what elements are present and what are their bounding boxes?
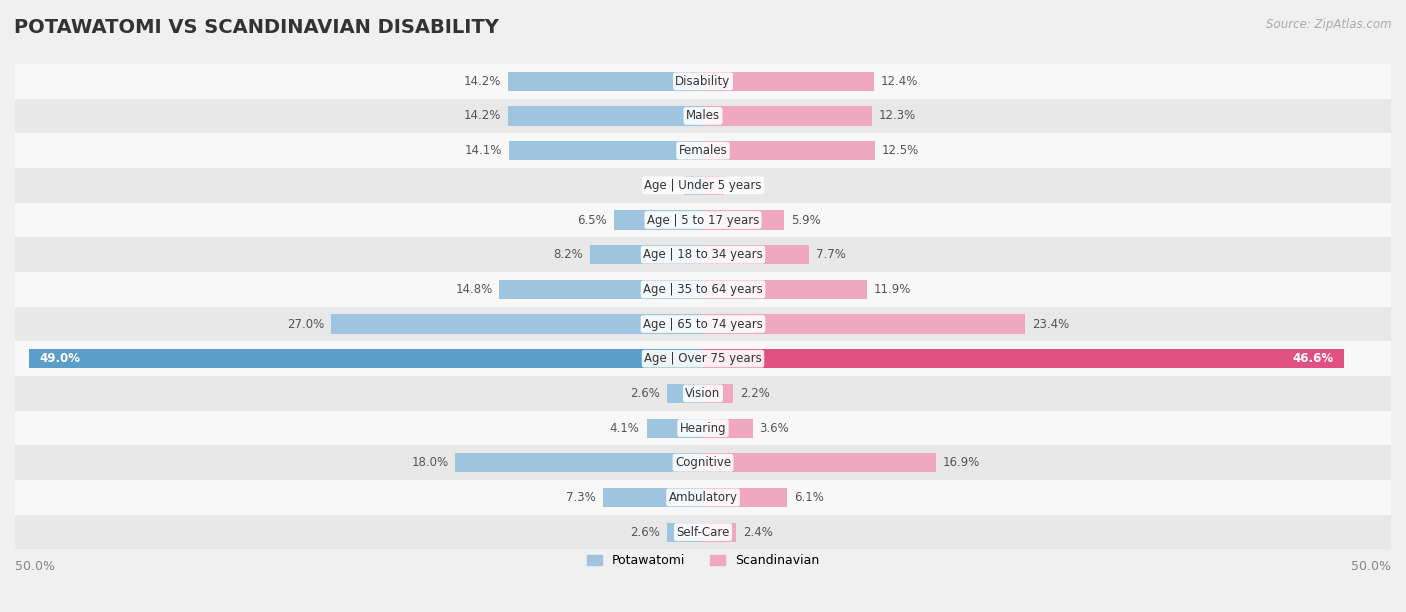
Bar (703, 72, 873, 91)
Bar (499, 280, 703, 299)
Text: Females: Females (679, 144, 727, 157)
Bar (456, 453, 703, 472)
Text: 2.6%: 2.6% (630, 526, 661, 539)
Text: 14.1%: 14.1% (465, 144, 502, 157)
Text: 5.9%: 5.9% (792, 214, 821, 226)
Text: 6.5%: 6.5% (576, 214, 606, 226)
Text: 18.0%: 18.0% (412, 456, 449, 469)
Text: 7.7%: 7.7% (815, 248, 845, 261)
Text: Ambulatory: Ambulatory (668, 491, 738, 504)
Text: Hearing: Hearing (679, 422, 727, 435)
Text: Males: Males (686, 110, 720, 122)
Text: 2.2%: 2.2% (740, 387, 770, 400)
Bar (28, 349, 703, 368)
Bar (15, 341, 1391, 376)
Bar (683, 176, 703, 195)
Text: 6.1%: 6.1% (794, 491, 824, 504)
Bar (703, 211, 785, 230)
Bar (15, 307, 1391, 341)
Text: 49.0%: 49.0% (39, 352, 80, 365)
Bar (703, 488, 787, 507)
Text: Age | 35 to 64 years: Age | 35 to 64 years (643, 283, 763, 296)
Bar (703, 453, 935, 472)
Text: 14.2%: 14.2% (464, 75, 501, 88)
Bar (703, 106, 872, 125)
Bar (15, 515, 1391, 550)
Bar (15, 272, 1391, 307)
Text: Age | 5 to 17 years: Age | 5 to 17 years (647, 214, 759, 226)
Bar (509, 141, 703, 160)
Bar (668, 523, 703, 542)
Text: 8.2%: 8.2% (554, 248, 583, 261)
Text: 12.5%: 12.5% (882, 144, 920, 157)
Text: Self-Care: Self-Care (676, 526, 730, 539)
Bar (647, 419, 703, 438)
Legend: Potawatomi, Scandinavian: Potawatomi, Scandinavian (582, 550, 824, 572)
Bar (15, 376, 1391, 411)
Bar (15, 168, 1391, 203)
Text: Age | Under 5 years: Age | Under 5 years (644, 179, 762, 192)
Bar (603, 488, 703, 507)
Bar (703, 176, 724, 195)
Bar (703, 245, 808, 264)
Bar (703, 384, 734, 403)
Bar (703, 315, 1025, 334)
Bar (15, 64, 1391, 99)
Text: 1.5%: 1.5% (731, 179, 761, 192)
Text: 14.8%: 14.8% (456, 283, 492, 296)
Bar (703, 280, 866, 299)
Bar (332, 315, 703, 334)
Text: 12.4%: 12.4% (880, 75, 918, 88)
Bar (15, 446, 1391, 480)
Bar (15, 411, 1391, 446)
Bar (591, 245, 703, 264)
Text: Age | 65 to 74 years: Age | 65 to 74 years (643, 318, 763, 330)
Text: 7.3%: 7.3% (567, 491, 596, 504)
Bar (703, 419, 752, 438)
Bar (508, 72, 703, 91)
Bar (508, 106, 703, 125)
Bar (613, 211, 703, 230)
Bar (15, 203, 1391, 237)
Bar (15, 99, 1391, 133)
Text: 50.0%: 50.0% (15, 560, 55, 573)
Bar (703, 349, 1344, 368)
Bar (703, 141, 875, 160)
Text: 4.1%: 4.1% (610, 422, 640, 435)
Text: Cognitive: Cognitive (675, 456, 731, 469)
Text: 3.6%: 3.6% (759, 422, 789, 435)
Text: 23.4%: 23.4% (1032, 318, 1069, 330)
Text: 14.2%: 14.2% (464, 110, 501, 122)
Text: Vision: Vision (685, 387, 721, 400)
Text: 11.9%: 11.9% (873, 283, 911, 296)
Text: 12.3%: 12.3% (879, 110, 917, 122)
Text: Disability: Disability (675, 75, 731, 88)
Text: POTAWATOMI VS SCANDINAVIAN DISABILITY: POTAWATOMI VS SCANDINAVIAN DISABILITY (14, 18, 499, 37)
Bar (15, 237, 1391, 272)
Bar (668, 384, 703, 403)
Text: 27.0%: 27.0% (287, 318, 325, 330)
Bar (15, 133, 1391, 168)
Text: 16.9%: 16.9% (942, 456, 980, 469)
Text: Age | 18 to 34 years: Age | 18 to 34 years (643, 248, 763, 261)
Text: 2.6%: 2.6% (630, 387, 661, 400)
Bar (703, 523, 735, 542)
Text: 1.4%: 1.4% (647, 179, 676, 192)
Text: 50.0%: 50.0% (1351, 560, 1391, 573)
Text: Source: ZipAtlas.com: Source: ZipAtlas.com (1267, 18, 1392, 31)
Bar (15, 480, 1391, 515)
Text: Age | Over 75 years: Age | Over 75 years (644, 352, 762, 365)
Text: 2.4%: 2.4% (742, 526, 773, 539)
Text: 46.6%: 46.6% (1292, 352, 1333, 365)
